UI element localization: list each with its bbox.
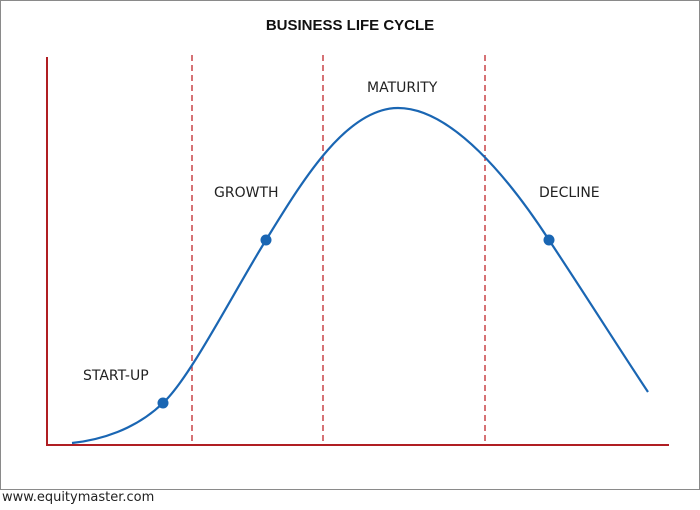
watermark-url: www.equitymaster.com — [2, 490, 155, 505]
phase-label-startup: START-UP — [83, 368, 149, 384]
diagram-title: BUSINESS LIFE CYCLE — [266, 17, 434, 34]
decline-marker — [543, 234, 555, 246]
life-cycle-curve — [71, 106, 649, 445]
phase-label-decline: DECLINE — [539, 185, 600, 201]
phase-label-maturity: MATURITY — [367, 80, 438, 96]
business-life-cycle-diagram: BUSINESS LIFE CYCLE START-UP GROWTH MATU… — [46, 17, 669, 446]
phase-label-growth: GROWTH — [214, 185, 279, 201]
diagram-frame — [0, 0, 700, 490]
growth-marker — [260, 234, 272, 246]
startup-marker — [157, 397, 169, 409]
